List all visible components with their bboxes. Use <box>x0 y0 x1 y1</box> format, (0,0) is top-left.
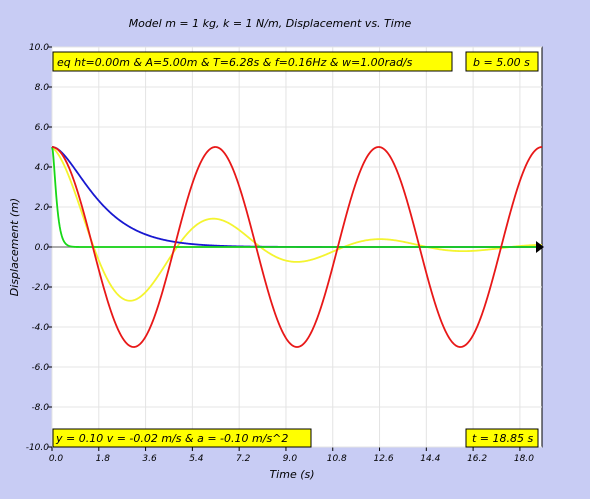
annotation-bottom-right: t = 18.85 s <box>472 432 534 445</box>
y-tick-label: -10.0 <box>26 443 50 453</box>
annotation-top-right: b = 5.00 s <box>473 56 530 69</box>
x-tick-label: 5.4 <box>189 454 204 464</box>
annotation-box-top-right <box>465 51 539 72</box>
x-tick-label: 7.2 <box>236 454 251 464</box>
annotation-box-top-left <box>52 51 453 72</box>
y-tick-label: 2.0 <box>35 203 50 213</box>
x-tick-label: 14.4 <box>420 454 440 464</box>
tick-labels: 0.0 1.8 3.6 5.4 7.2 9.0 10.8 12.6 14.4 16.2 18.0 10… <box>26 43 534 464</box>
x-tick-label: 12.6 <box>374 454 394 464</box>
series-line <box>51 146 543 302</box>
y-tick-label: 8.0 <box>35 83 50 93</box>
x-tick-label: 3.6 <box>142 454 157 464</box>
chart-title: Model m = 1 kg, k = 1 N/m, Displacement … <box>129 17 412 30</box>
annotation-bottom-left: y = 0.10 v = -0.02 m/s & a = -0.10 m/s^2 <box>55 432 288 445</box>
series-line <box>51 146 542 248</box>
x-tick-label: 18.0 <box>514 454 534 464</box>
y-tick-label: 4.0 <box>35 163 50 173</box>
series-line <box>51 146 543 348</box>
x-tick-label: 0.0 <box>49 454 64 464</box>
current-position-marker <box>536 241 544 253</box>
y-tick-label: -6.0 <box>31 363 49 373</box>
annotation-box-bottom-left <box>52 428 312 448</box>
annotation-box-bottom-right <box>465 428 539 448</box>
x-axis-label: Time (s) <box>269 468 314 481</box>
y-tick-label: -8.0 <box>31 403 49 413</box>
x-tick-label: 1.8 <box>96 454 111 464</box>
y-tick-label: 10.0 <box>29 43 49 53</box>
series-group <box>51 146 543 348</box>
y-tick-label: 6.0 <box>35 123 50 133</box>
y-axis-label: Displacement (m) <box>8 198 21 296</box>
x-tick-label: 10.8 <box>327 454 347 464</box>
x-tick-label: 16.2 <box>467 454 487 464</box>
y-tick-label: 0.0 <box>35 243 50 253</box>
y-tick-label: -4.0 <box>31 323 49 333</box>
y-tick-label: -2.0 <box>31 283 49 293</box>
x-tick-label: 9.0 <box>283 454 298 464</box>
annotation-top-left: eq ht=0.00m & A=5.00m & T=6.28s & f=0.16… <box>57 56 413 69</box>
